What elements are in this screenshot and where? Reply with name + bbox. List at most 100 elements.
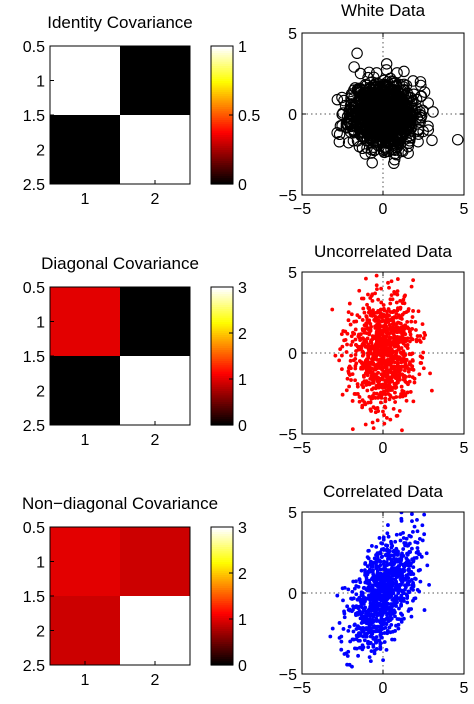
colorbar-swatch: [211, 136, 233, 140]
scatter-point: [427, 582, 431, 587]
scatter-point: [400, 359, 405, 364]
scatter-point: [390, 310, 395, 315]
scatter-point: [366, 548, 371, 553]
scatter-point: [381, 382, 386, 387]
scatter-point: [349, 366, 353, 371]
colorbar-swatch: [211, 317, 233, 320]
colorbar-swatch: [211, 93, 233, 97]
scatter-point: [396, 549, 400, 554]
scatter-point: [328, 634, 333, 639]
scatter-point: [374, 559, 379, 564]
scatter-point: [422, 512, 427, 517]
colorbar-tick-label: 0: [238, 418, 247, 435]
scatter-point: [378, 357, 383, 362]
scatter-point: [353, 352, 358, 357]
scatter-point: [378, 647, 383, 651]
scatter-point: [348, 61, 360, 73]
colorbar-swatch: [211, 181, 233, 185]
scatter-point: [399, 384, 404, 389]
scatter-point: [366, 353, 370, 358]
scatter-point: [397, 328, 401, 333]
scatter-point: [393, 539, 398, 544]
scatter-point: [380, 318, 385, 323]
scatter-point: [402, 294, 407, 299]
scatter-point: [373, 315, 378, 319]
scatter-point: [354, 319, 359, 324]
colorbar-swatch: [211, 539, 233, 543]
scatter-point: [339, 639, 344, 644]
scatter-point: [365, 388, 370, 393]
scatter-point: [346, 369, 351, 374]
scatter-point: [339, 367, 344, 372]
scatter-point: [348, 322, 353, 327]
scatter-point: [373, 336, 378, 341]
scatter-point: [400, 569, 405, 574]
colorbar-swatch: [211, 166, 233, 170]
colorbar-swatch: [211, 414, 233, 417]
scatter-point: [407, 541, 412, 546]
scatter-point: [388, 576, 393, 581]
scatter-point: [429, 388, 434, 393]
scatter-point: [393, 390, 397, 395]
scatter-point: [358, 631, 363, 635]
scatter-point: [428, 371, 432, 376]
scatter-point: [412, 505, 416, 509]
scatter-point: [398, 305, 403, 310]
colorbar-swatch: [211, 158, 233, 161]
colorbar-swatch: [211, 596, 233, 599]
colorbar-swatch: [211, 177, 233, 181]
scatter-point: [356, 653, 360, 658]
scatter-point: [376, 603, 381, 608]
colorbar-swatch: [211, 606, 233, 610]
scatter-point: [370, 67, 383, 79]
scatter-point: [394, 300, 399, 305]
colorbar-swatch: [211, 604, 233, 608]
scatter-point: [336, 108, 349, 121]
colorbar-swatch: [211, 61, 233, 64]
scatter-point: [370, 420, 375, 425]
scatter-point: [373, 579, 378, 584]
scatter-point: [412, 524, 417, 529]
colorbar-swatch: [211, 615, 233, 619]
scatter-point: [394, 385, 399, 390]
colorbar-swatch: [211, 143, 233, 146]
scatter-point: [370, 387, 374, 392]
scatter-point: [348, 84, 360, 96]
colorbar-swatch: [211, 529, 233, 532]
scatter-point: [418, 579, 423, 584]
scatter-point: [349, 378, 353, 382]
scatter-point: [382, 640, 387, 644]
colorbar-swatch: [211, 624, 233, 627]
scatter-point: [366, 596, 371, 601]
scatter-point: [389, 545, 394, 550]
scatter-point: [359, 601, 364, 606]
scatter-point: [375, 418, 380, 423]
scatter-point: [418, 354, 423, 359]
scatter-point: [364, 634, 369, 639]
colorbar-swatch: [211, 117, 233, 120]
scatter-point: [377, 343, 381, 348]
scatter-point: [396, 380, 400, 385]
scatter-point: [395, 335, 400, 340]
scatter-point: [404, 593, 409, 597]
colorbar-swatch: [211, 147, 233, 151]
scatter-point: [374, 283, 379, 288]
colorbar-swatch: [211, 84, 233, 88]
colorbar-tick-label: 0.5: [238, 108, 260, 125]
scatter-point: [408, 390, 413, 394]
scatter-point: [412, 380, 417, 385]
colorbar-swatch: [211, 69, 233, 73]
scatter-point: [374, 349, 379, 354]
colorbar-swatch: [211, 310, 233, 314]
colorbar-swatch: [211, 572, 233, 576]
scatter-point: [372, 139, 384, 152]
colorbar-swatch: [211, 71, 233, 75]
x-tick-label: 2: [151, 191, 160, 208]
scatter-point: [361, 385, 366, 390]
scatter-point: [392, 289, 397, 294]
scatter-point: [378, 400, 383, 405]
scatter-point: [342, 136, 355, 149]
scatter-point: [404, 398, 409, 403]
scatter-point: [421, 336, 426, 341]
colorbar-swatch: [211, 628, 233, 632]
